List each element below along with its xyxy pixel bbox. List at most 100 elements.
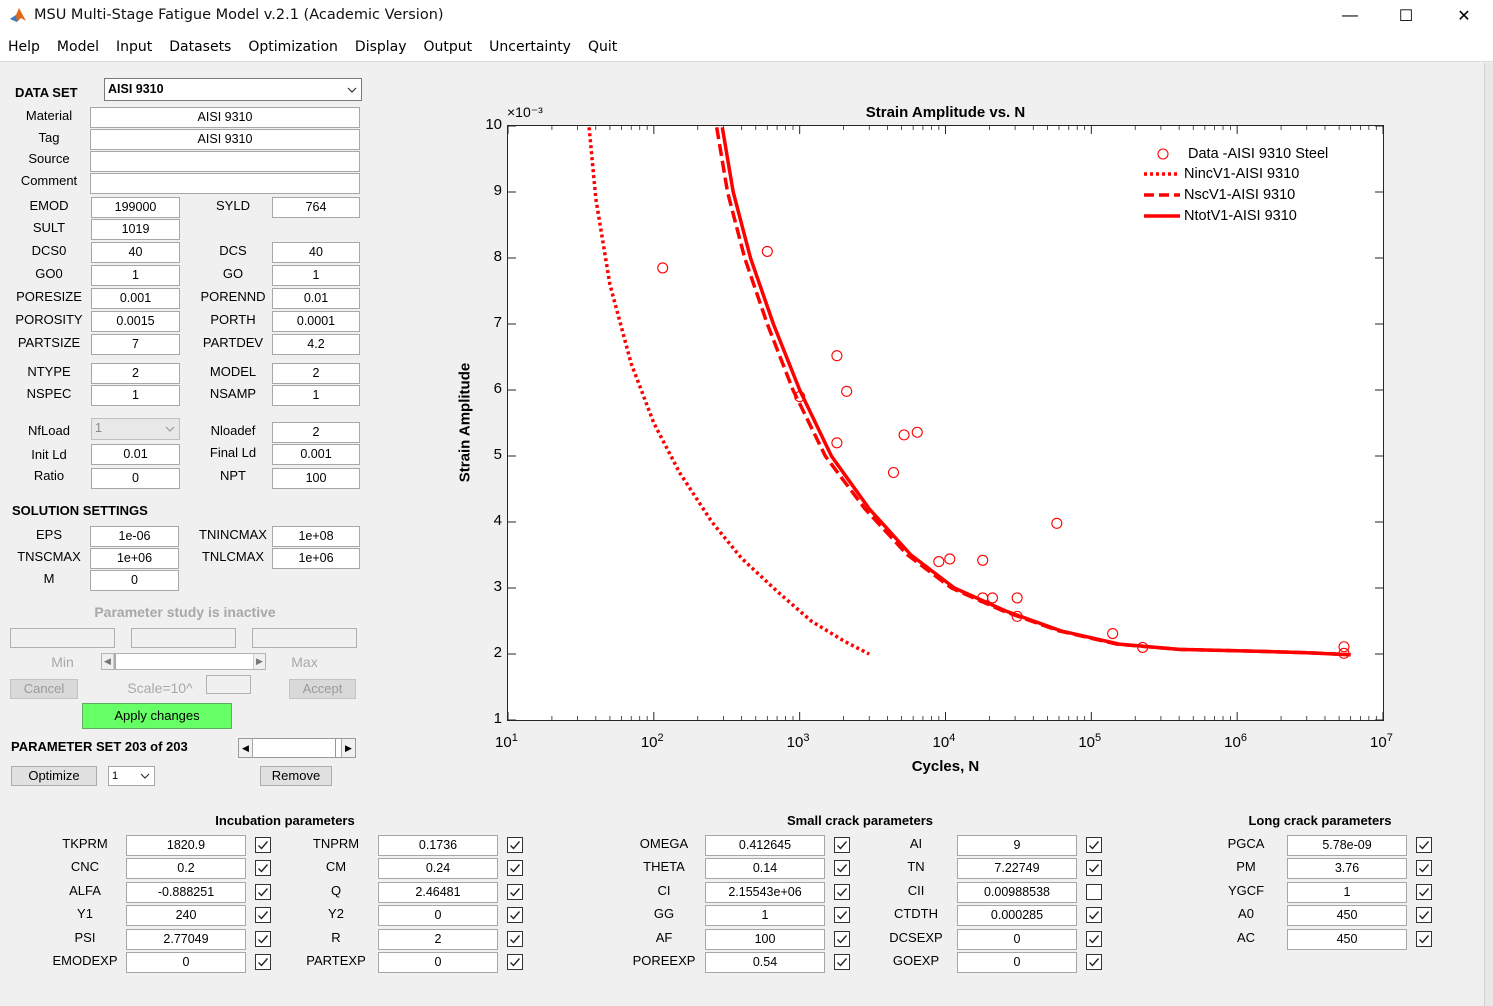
study-value-field[interactable]: [131, 628, 236, 648]
ratio-field[interactable]: 0: [91, 468, 180, 489]
model-field[interactable]: 2: [272, 363, 360, 384]
q-field[interactable]: 2.46481: [378, 882, 498, 903]
porosity-field[interactable]: 0.0015: [91, 311, 180, 332]
slider-left-icon[interactable]: ◀: [102, 654, 114, 669]
syld-field[interactable]: 764: [272, 197, 360, 218]
cnc-checkbox[interactable]: [255, 860, 271, 876]
a0-field[interactable]: 450: [1287, 905, 1407, 926]
ac-checkbox[interactable]: [1416, 931, 1432, 947]
cnc-field[interactable]: 0.2: [126, 858, 246, 879]
ac-field[interactable]: 450: [1287, 929, 1407, 950]
finalld-field[interactable]: 0.001: [272, 444, 360, 465]
optimize-select[interactable]: 1: [108, 766, 155, 786]
partsize-field[interactable]: 7: [91, 334, 180, 355]
menu-datasets[interactable]: Datasets: [169, 38, 232, 55]
menu-uncertainty[interactable]: Uncertainty: [489, 38, 571, 55]
maximize-button[interactable]: ☐: [1398, 8, 1414, 25]
af-checkbox[interactable]: [834, 931, 850, 947]
tn-checkbox[interactable]: [1086, 860, 1102, 876]
y1-field[interactable]: 240: [126, 905, 246, 926]
comment-field[interactable]: [90, 173, 360, 194]
menu-input[interactable]: Input: [115, 38, 153, 55]
gg-field[interactable]: 1: [705, 905, 825, 926]
slider-thumb[interactable]: [114, 654, 116, 669]
af-field[interactable]: 100: [705, 929, 825, 950]
menu-optimization[interactable]: Optimization: [248, 38, 338, 55]
study-max-field[interactable]: [252, 628, 357, 648]
theta-field[interactable]: 0.14: [705, 858, 825, 879]
tnincmax-field[interactable]: 1e+08: [272, 526, 360, 547]
eps-field[interactable]: 1e-06: [90, 526, 179, 547]
apply-changes-button[interactable]: Apply changes: [82, 703, 232, 729]
ygcf-field[interactable]: 1: [1287, 882, 1407, 903]
study-slider[interactable]: ◀ ▶: [101, 653, 266, 670]
r-field[interactable]: 2: [378, 929, 498, 950]
material-field[interactable]: AISI 9310: [90, 107, 360, 128]
slider-left-icon[interactable]: ◀: [239, 739, 253, 757]
y2-checkbox[interactable]: [507, 907, 523, 923]
pgca-checkbox[interactable]: [1416, 837, 1432, 853]
slider-right-icon[interactable]: ▶: [253, 654, 265, 669]
psi-checkbox[interactable]: [255, 931, 271, 947]
theta-checkbox[interactable]: [834, 860, 850, 876]
q-checkbox[interactable]: [507, 884, 523, 900]
source-field[interactable]: [90, 151, 360, 172]
ci-checkbox[interactable]: [834, 884, 850, 900]
pm-field[interactable]: 3.76: [1287, 858, 1407, 879]
partexp-checkbox[interactable]: [507, 954, 523, 970]
menu-quit[interactable]: Quit: [587, 38, 618, 55]
partdev-field[interactable]: 4.2: [272, 334, 360, 355]
nloadef-field[interactable]: 2: [272, 422, 360, 443]
strain-amplitude-plot[interactable]: Data -AISI 9310 Steel NincV1-AISI 9310 N…: [507, 125, 1384, 721]
cii-field[interactable]: 0.00988538: [957, 882, 1077, 903]
ntype-field[interactable]: 2: [91, 363, 180, 384]
parameter-set-slider[interactable]: ◀ ▶: [238, 738, 356, 758]
ai-checkbox[interactable]: [1086, 837, 1102, 853]
goexp-field[interactable]: 0: [957, 952, 1077, 973]
poreexp-field[interactable]: 0.54: [705, 952, 825, 973]
poresize-field[interactable]: 0.001: [91, 288, 180, 309]
tnlcmax-field[interactable]: 1e+06: [272, 548, 360, 569]
cm-checkbox[interactable]: [507, 860, 523, 876]
close-button[interactable]: ✕: [1457, 8, 1471, 25]
menu-model[interactable]: Model: [56, 38, 99, 55]
menu-help[interactable]: Help: [8, 38, 40, 55]
ci-field[interactable]: 2.15543e+06: [705, 882, 825, 903]
dcs-field[interactable]: 40: [272, 242, 360, 263]
r-checkbox[interactable]: [507, 931, 523, 947]
dcsexp-field[interactable]: 0: [957, 929, 1077, 950]
optimize-button[interactable]: Optimize: [11, 766, 97, 786]
ctdth-field[interactable]: 0.000285: [957, 905, 1077, 926]
alfa-checkbox[interactable]: [255, 884, 271, 900]
tkprm-field[interactable]: 1820.9: [126, 835, 246, 856]
a0-checkbox[interactable]: [1416, 907, 1432, 923]
goexp-checkbox[interactable]: [1086, 954, 1102, 970]
minimize-button[interactable]: —: [1342, 7, 1358, 24]
scale-field[interactable]: [206, 675, 251, 694]
dcs0-field[interactable]: 40: [91, 242, 180, 263]
go-field[interactable]: 1: [272, 265, 360, 286]
emodexp-field[interactable]: 0: [126, 952, 246, 973]
nspec-field[interactable]: 1: [91, 385, 180, 406]
psi-field[interactable]: 2.77049: [126, 929, 246, 950]
accept-button[interactable]: Accept: [289, 679, 356, 699]
tnprm-checkbox[interactable]: [507, 837, 523, 853]
tnprm-field[interactable]: 0.1736: [378, 835, 498, 856]
remove-button[interactable]: Remove: [260, 766, 332, 786]
ai-field[interactable]: 9: [957, 835, 1077, 856]
menu-output[interactable]: Output: [423, 38, 473, 55]
ygcf-checkbox[interactable]: [1416, 884, 1432, 900]
dataset-select[interactable]: AISI 9310: [104, 78, 362, 101]
go0-field[interactable]: 1: [91, 265, 180, 286]
npt-field[interactable]: 100: [272, 468, 360, 489]
emodexp-checkbox[interactable]: [255, 954, 271, 970]
partexp-field[interactable]: 0: [378, 952, 498, 973]
study-min-field[interactable]: [10, 628, 115, 648]
tnscmax-field[interactable]: 1e+06: [90, 548, 179, 569]
y2-field[interactable]: 0: [378, 905, 498, 926]
gg-checkbox[interactable]: [834, 907, 850, 923]
porennd-field[interactable]: 0.01: [272, 288, 360, 309]
y1-checkbox[interactable]: [255, 907, 271, 923]
menu-display[interactable]: Display: [354, 38, 407, 55]
emod-field[interactable]: 199000: [91, 197, 180, 218]
